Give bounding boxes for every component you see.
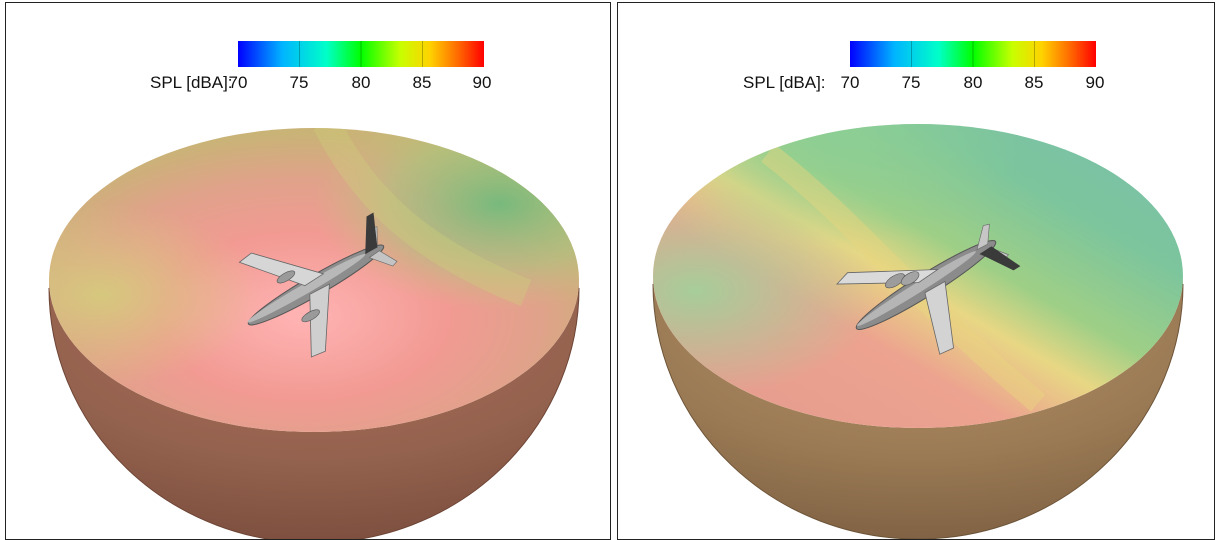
colorbar-tick: 85 bbox=[1024, 73, 1044, 92]
bowl-shell bbox=[653, 276, 1183, 539]
colorbar-tick: 90 bbox=[472, 73, 492, 92]
colorbar-tick: 70 bbox=[840, 73, 860, 92]
colorbar-tick: 80 bbox=[351, 73, 371, 92]
left-panel: SPL [dBA]: 70 75 80 85 90 bbox=[5, 2, 611, 540]
colorbar-tick: 75 bbox=[901, 73, 921, 92]
colorbar-title: SPL [dBA]: bbox=[743, 73, 826, 92]
colorbar-title: SPL [dBA]: bbox=[150, 73, 233, 92]
right-panel: SPL [dBA]: 70 75 80 85 90 bbox=[617, 2, 1215, 540]
aircraft-icon bbox=[836, 223, 1021, 355]
colorbar-left bbox=[238, 41, 484, 67]
colorbar-tick: 70 bbox=[228, 73, 248, 92]
colorbar-tick: 75 bbox=[289, 73, 309, 92]
colorbar-tick: 85 bbox=[412, 73, 432, 92]
aircraft-icon bbox=[238, 212, 398, 358]
colorbar-tick: 90 bbox=[1085, 73, 1105, 92]
hemisphere-right bbox=[652, 124, 1184, 539]
colorbar-tick: 80 bbox=[963, 73, 983, 92]
bowl-shell bbox=[49, 280, 579, 539]
hemisphere-left bbox=[48, 128, 580, 539]
colorbar-right bbox=[850, 41, 1096, 67]
